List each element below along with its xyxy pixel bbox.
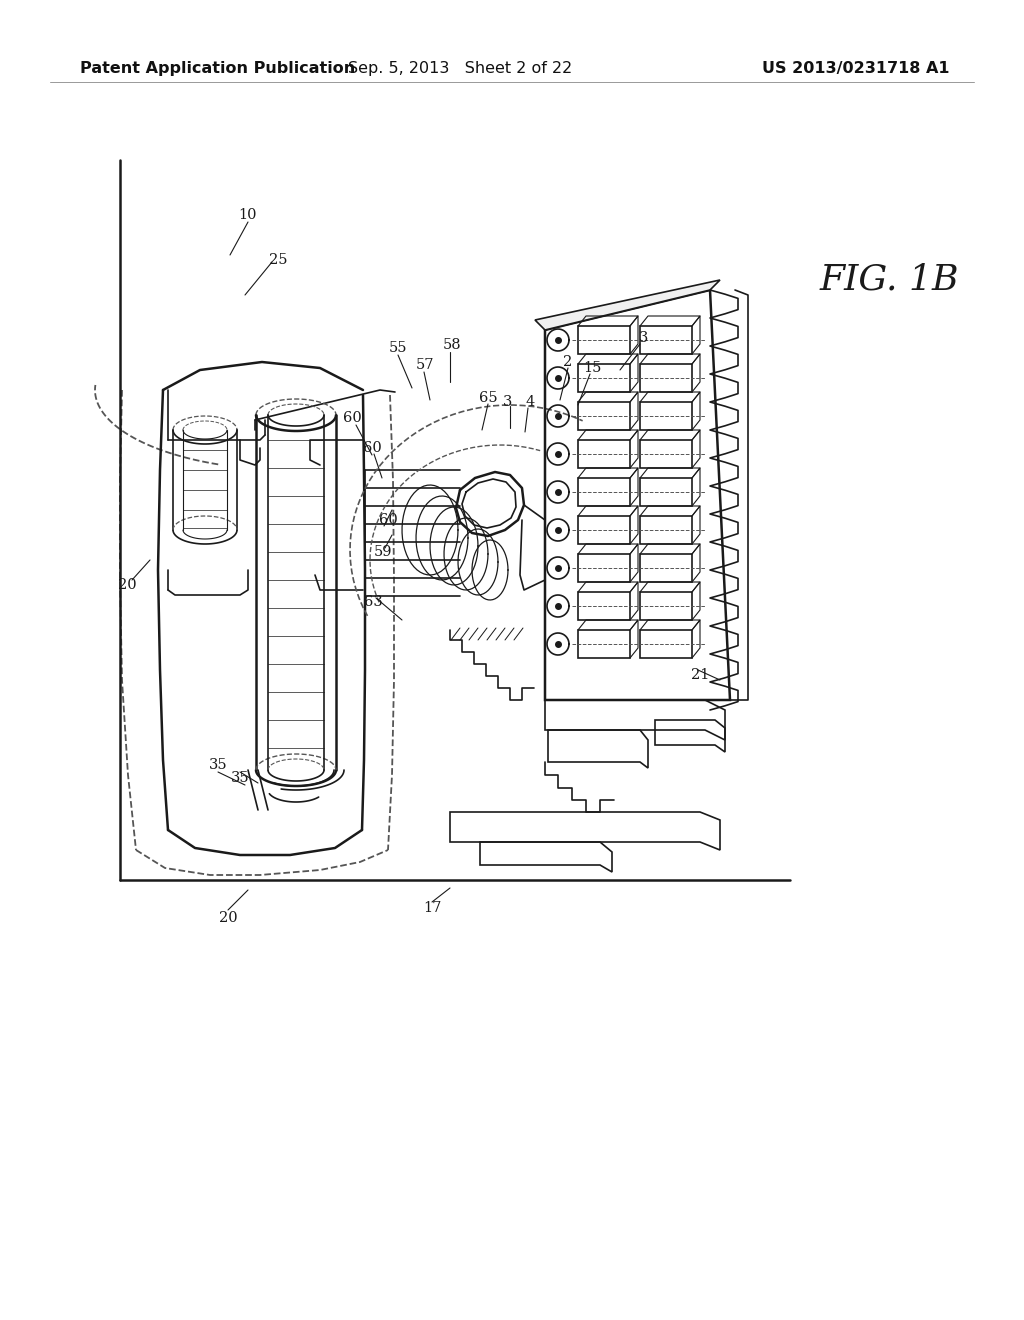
Text: 4: 4	[525, 395, 535, 409]
Text: 17: 17	[423, 902, 441, 915]
Text: 25: 25	[268, 253, 288, 267]
Text: 57: 57	[416, 358, 434, 372]
Text: 60: 60	[362, 441, 381, 455]
Text: Sep. 5, 2013   Sheet 2 of 22: Sep. 5, 2013 Sheet 2 of 22	[348, 61, 572, 75]
Text: 10: 10	[239, 209, 257, 222]
Text: 21: 21	[691, 668, 710, 682]
Text: 59: 59	[374, 545, 392, 558]
Text: FIG. 1B: FIG. 1B	[820, 263, 959, 297]
Text: 3: 3	[504, 395, 513, 409]
Text: 58: 58	[442, 338, 462, 352]
Text: Patent Application Publication: Patent Application Publication	[80, 61, 355, 75]
Text: 20: 20	[118, 578, 136, 591]
Text: 2: 2	[563, 355, 572, 370]
Text: 15: 15	[583, 360, 601, 375]
Text: 60: 60	[379, 513, 397, 527]
Text: US 2013/0231718 A1: US 2013/0231718 A1	[763, 61, 950, 75]
Text: 60: 60	[343, 411, 361, 425]
Text: 55: 55	[389, 341, 408, 355]
Text: 63: 63	[364, 595, 382, 609]
Text: 35: 35	[209, 758, 227, 772]
Text: 20: 20	[219, 911, 238, 925]
Text: 65: 65	[478, 391, 498, 405]
Text: 35: 35	[230, 771, 249, 785]
Polygon shape	[535, 280, 720, 330]
Text: 3: 3	[639, 331, 648, 345]
